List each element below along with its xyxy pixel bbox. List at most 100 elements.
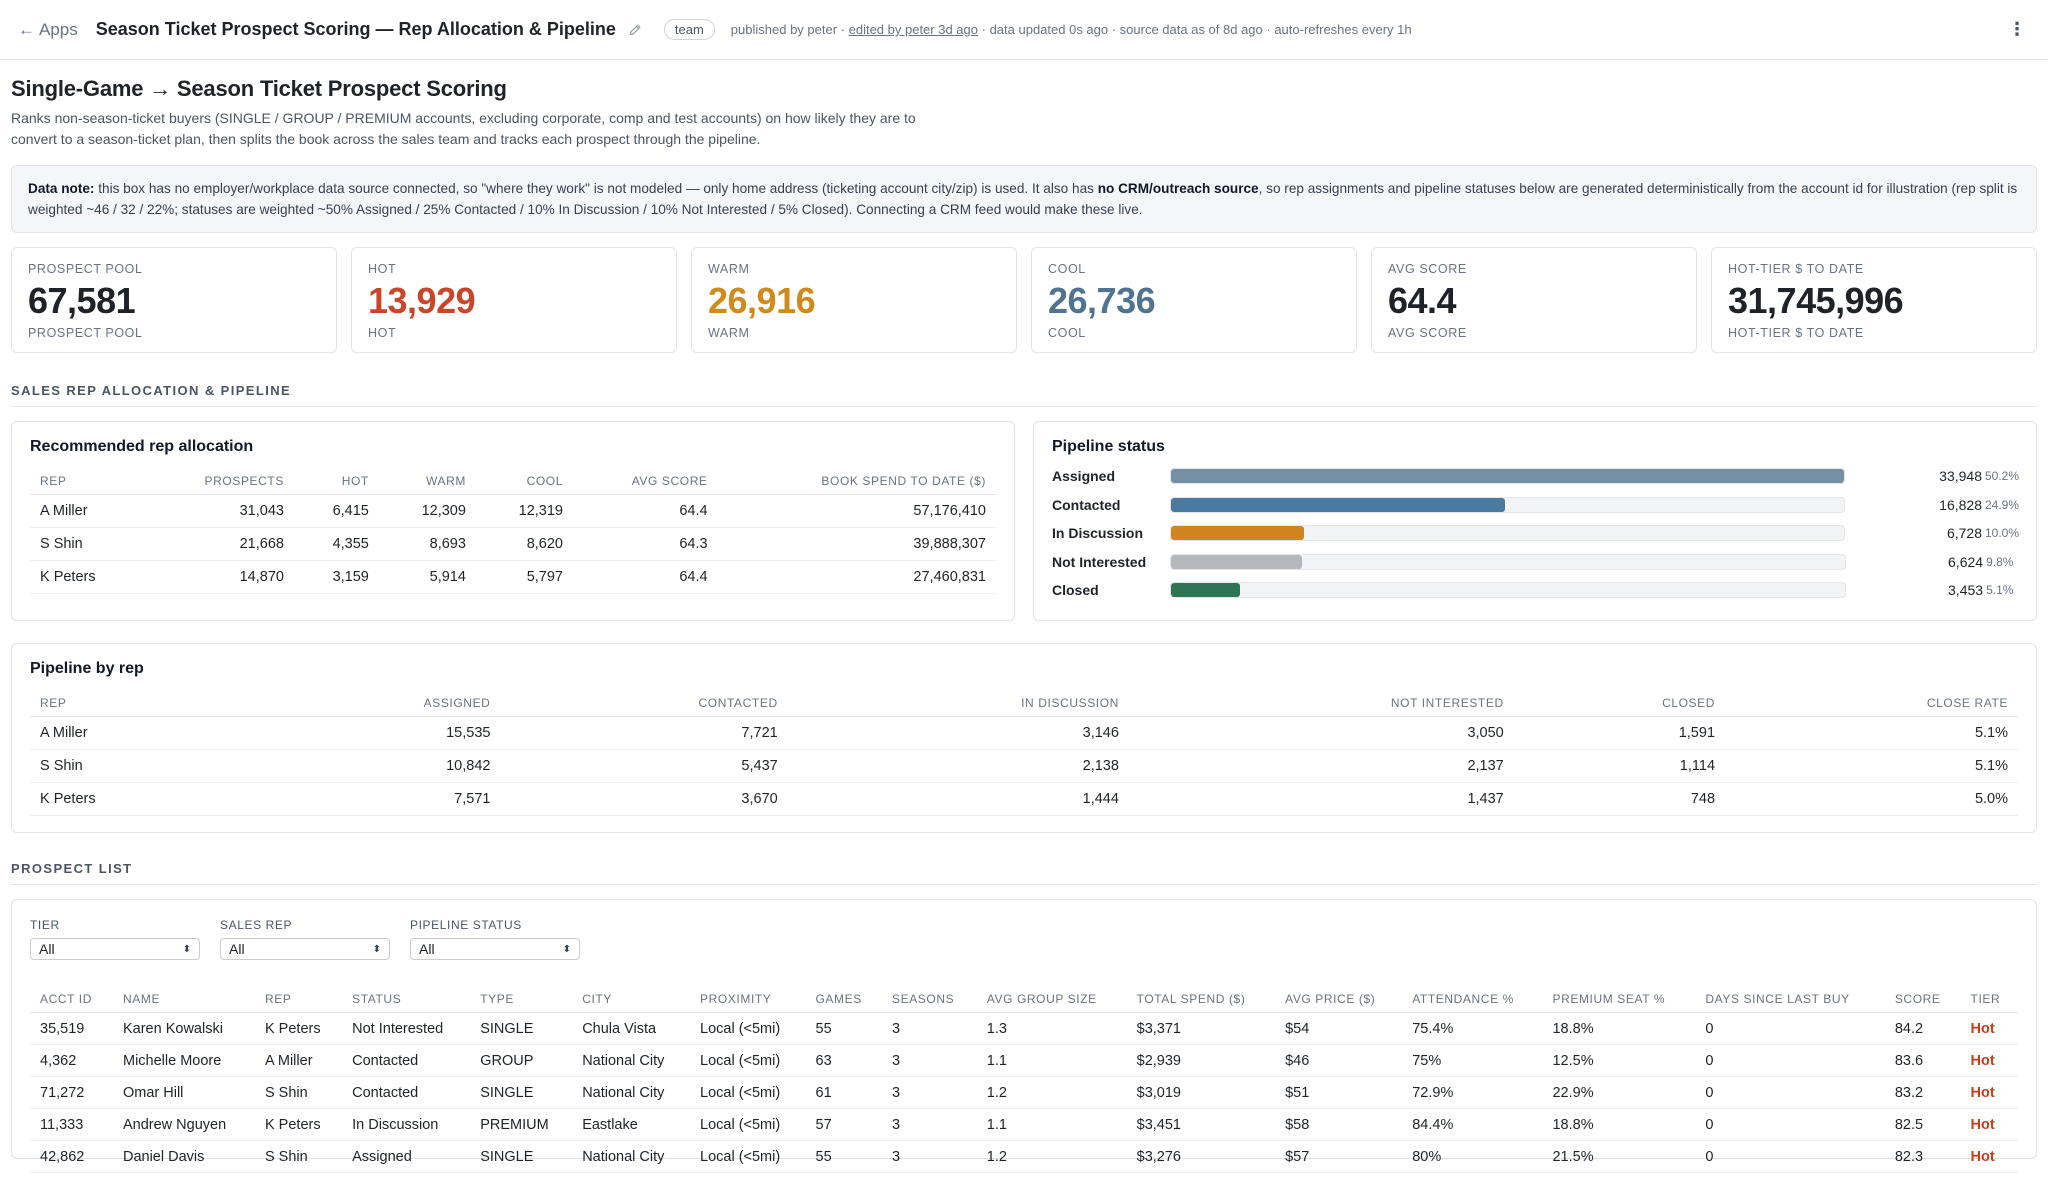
table-cell: 5,914 [378, 560, 476, 594]
prospect-col-header[interactable]: SCORE [1884, 984, 1961, 1013]
status-bar-track [1170, 582, 1846, 599]
kpi-value: 26,736 [1048, 280, 1156, 321]
col-book-spend[interactable]: BOOK SPEND TO DATE ($) [717, 466, 996, 495]
prospect-cell: Local (<5mi) [690, 1108, 806, 1141]
edited-link[interactable]: edited by peter 3d ago [848, 22, 978, 37]
prospect-cell: Local (<5mi) [690, 1076, 806, 1109]
prospect-col-header[interactable]: AVG PRICE ($) [1275, 984, 1403, 1013]
prospect-col-header[interactable]: STATUS [342, 984, 471, 1013]
prospect-cell: $46 [1275, 1044, 1403, 1077]
back-to-apps-link[interactable]: ← Apps [18, 20, 78, 40]
col-not-interested[interactable]: NOT INTERESTED [1128, 688, 1514, 717]
sales-rep-select[interactable]: All ⬍ [220, 938, 390, 960]
col-assigned[interactable]: ASSIGNED [248, 688, 501, 717]
prospect-col-header[interactable]: ATTENDANCE % [1402, 984, 1543, 1013]
prospect-cell: SINGLE [470, 1012, 573, 1045]
table-cell: 21,668 [144, 527, 294, 561]
kpi-value: 67,581 [28, 280, 136, 321]
table-cell: 5.0% [1725, 782, 2018, 816]
col-prospects[interactable]: PROSPECTS [144, 466, 294, 495]
prospect-cell: 1.1 [976, 1108, 1127, 1141]
prospect-row[interactable]: 35,519 Karen Kowalski K Peters Not Interest… [30, 1012, 2018, 1045]
rep-allocation-title: Recommended rep allocation [30, 438, 254, 455]
prospect-cell: 63 [805, 1044, 882, 1077]
status-bar-track [1170, 553, 1846, 570]
prospect-col-header[interactable]: TYPE [470, 984, 573, 1013]
prospect-cell: 0 [1695, 1108, 1885, 1141]
col-hot[interactable]: HOT [293, 466, 379, 495]
prospect-col-header[interactable]: CITY [572, 984, 690, 1013]
table-cell: 1,437 [1128, 782, 1514, 816]
status-bar-fill [1171, 554, 1303, 569]
chevron-updown-icon: ⬍ [372, 943, 381, 955]
prospect-cell: K Peters [254, 1108, 343, 1141]
table-cell: 1,444 [787, 782, 1129, 816]
table-row[interactable]: K Peters 7,571 3,670 1,444 1,437 748 5.0% [30, 782, 2018, 816]
tier-select[interactable]: All ⬍ [30, 938, 200, 960]
table-cell: 39,888,307 [717, 527, 996, 561]
prospect-col-header[interactable]: GAMES [805, 984, 882, 1013]
prospect-col-header[interactable]: TOTAL SPEND ($) [1126, 984, 1276, 1013]
prospect-col-header[interactable]: PREMIUM SEAT % [1542, 984, 1696, 1013]
table-cell: 748 [1513, 782, 1726, 816]
kpi-value: 26,916 [708, 280, 816, 321]
prospect-cell: 18.8% [1542, 1012, 1696, 1045]
table-cell: 14,870 [144, 560, 294, 594]
col-rep[interactable]: REP [30, 466, 145, 495]
chevron-updown-icon: ⬍ [182, 943, 191, 955]
col-contacted[interactable]: CONTACTED [500, 688, 788, 717]
prospect-cell: 0 [1695, 1012, 1885, 1045]
prospect-col-header[interactable]: PROXIMITY [690, 984, 806, 1013]
prospect-col-header[interactable]: ACCT ID [30, 984, 113, 1013]
more-options-icon[interactable]: ⋮ [2008, 19, 2026, 39]
prospect-row[interactable]: 71,272 Omar Hill S Shin Contacted SINGLE Nati… [30, 1076, 2018, 1109]
tier-badge: Hot [1960, 1044, 2018, 1077]
rep-name-cell: K Peters [30, 782, 249, 816]
col-rep[interactable]: REP [30, 688, 249, 717]
col-close-rate[interactable]: CLOSE RATE [1725, 688, 2018, 717]
col-closed[interactable]: CLOSED [1513, 688, 1726, 717]
col-avg-score[interactable]: AVG SCORE [573, 466, 718, 495]
table-row[interactable]: S Shin 21,668 4,355 8,693 8,620 64.3 39,888,30… [30, 527, 996, 561]
prospect-cell: 0 [1695, 1140, 1885, 1173]
prospect-cell: 35,519 [30, 1012, 113, 1045]
table-row[interactable]: A Miller 15,535 7,721 3,146 3,050 1,591 5.1% [30, 716, 2018, 750]
col-cool[interactable]: COOL [475, 466, 573, 495]
prospect-col-header[interactable]: AVG GROUP SIZE [976, 984, 1127, 1013]
table-row[interactable]: K Peters 14,870 3,159 5,914 5,797 64.4 27,460,… [30, 560, 996, 594]
prospect-col-header[interactable]: SEASONS [881, 984, 977, 1013]
prospect-row[interactable]: 42,862 Daniel Davis S Shin Assigned SINGLE Na… [30, 1140, 2018, 1173]
prospect-col-header[interactable]: DAYS SINCE LAST BUY [1695, 984, 1885, 1013]
prospect-cell: Karen Kowalski [112, 1012, 255, 1045]
pipeline-by-rep-panel: Pipeline by rep REP ASSIGNED CONTACTED I… [11, 643, 2037, 833]
table-cell: 57,176,410 [717, 494, 996, 528]
prospect-cell: 0 [1695, 1076, 1885, 1109]
prospect-cell: 3 [881, 1140, 977, 1173]
page-body: Single-Game → Season Ticket Prospect Sco… [0, 60, 2048, 1173]
data-note-text-2: , so rep assignments and pipeline status… [28, 181, 2018, 217]
table-cell: 5,797 [475, 560, 573, 594]
pipeline-status-select[interactable]: All ⬍ [410, 938, 580, 960]
pipeline-status-row: Closed 3,453 5.1% [1052, 576, 2018, 605]
rep-name-cell: K Peters [30, 560, 145, 594]
prospect-col-header[interactable]: TIER [1960, 984, 2018, 1013]
data-note-bold: no CRM/outreach source [1097, 181, 1259, 196]
prospect-cell: $57 [1275, 1140, 1403, 1173]
pencil-icon[interactable] [628, 23, 642, 37]
prospect-table-body: 35,519 Karen Kowalski K Peters Not Interest… [30, 1012, 2018, 1173]
prospect-row[interactable]: 4,362 Michelle Moore A Miller Contacted GROU… [30, 1044, 2018, 1077]
col-in-discussion[interactable]: IN DISCUSSION [787, 688, 1129, 717]
table-cell: 7,721 [500, 716, 788, 750]
prospect-col-header[interactable]: NAME [112, 984, 255, 1013]
table-row[interactable]: S Shin 10,842 5,437 2,138 2,137 1,114 5.1% [30, 749, 2018, 783]
allocation-row: Recommended rep allocation REP PROSPECTS… [11, 421, 2037, 621]
prospect-col-header[interactable]: REP [254, 984, 343, 1013]
kpi-sublabel: HOT [368, 326, 397, 340]
prospect-cell: 12.5% [1542, 1044, 1696, 1077]
table-header-row: REP ASSIGNED CONTACTED IN DISCUSSION NOT… [30, 688, 2018, 717]
table-row[interactable]: A Miller 31,043 6,415 12,309 12,319 64.4 57,17… [30, 494, 996, 528]
col-warm[interactable]: WARM [378, 466, 476, 495]
tier-badge: Hot [1960, 1108, 2018, 1141]
prospect-row[interactable]: 11,333 Andrew Nguyen K Peters In Discussion… [30, 1108, 2018, 1141]
prospect-cell: Not Interested [342, 1012, 471, 1045]
